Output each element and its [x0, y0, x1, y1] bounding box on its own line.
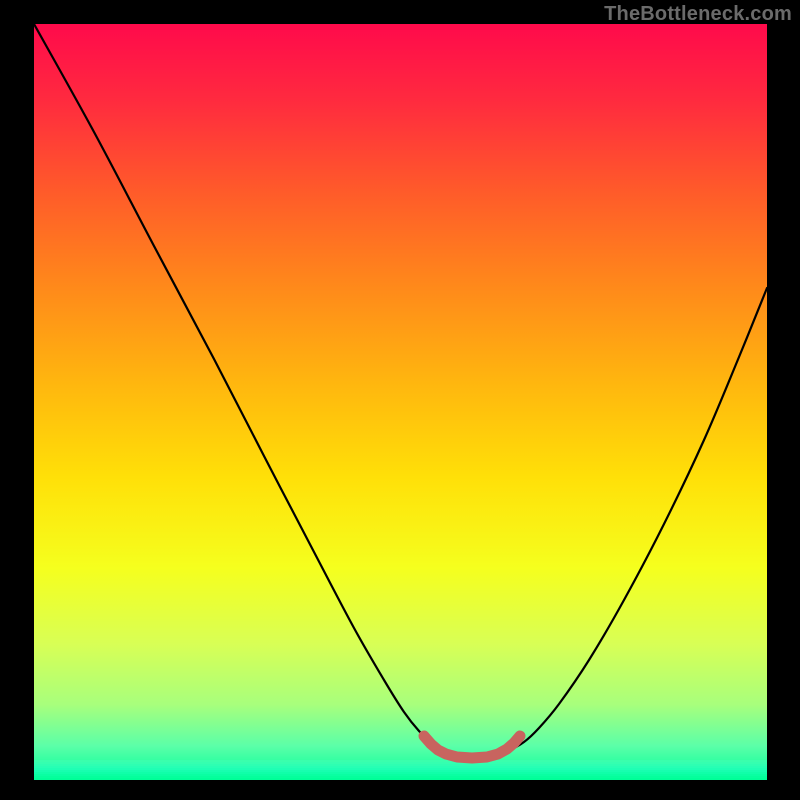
bottleneck-curve-chart	[34, 24, 767, 780]
watermark-text: TheBottleneck.com	[604, 3, 792, 26]
bottom-stripe	[34, 762, 767, 764]
bottom-stripe	[34, 778, 767, 780]
bottom-stripe	[34, 760, 767, 762]
bottom-stripe	[34, 766, 767, 768]
bottom-stripe	[34, 772, 767, 774]
bottom-stripe	[34, 768, 767, 770]
bottom-stripe	[34, 774, 767, 776]
bottom-stripe	[34, 764, 767, 766]
gradient-background	[34, 24, 767, 780]
bottom-stripe	[34, 776, 767, 778]
chart-frame: TheBottleneck.com	[0, 0, 800, 800]
bottom-stripe-group	[34, 760, 767, 780]
bottom-stripe	[34, 770, 767, 772]
